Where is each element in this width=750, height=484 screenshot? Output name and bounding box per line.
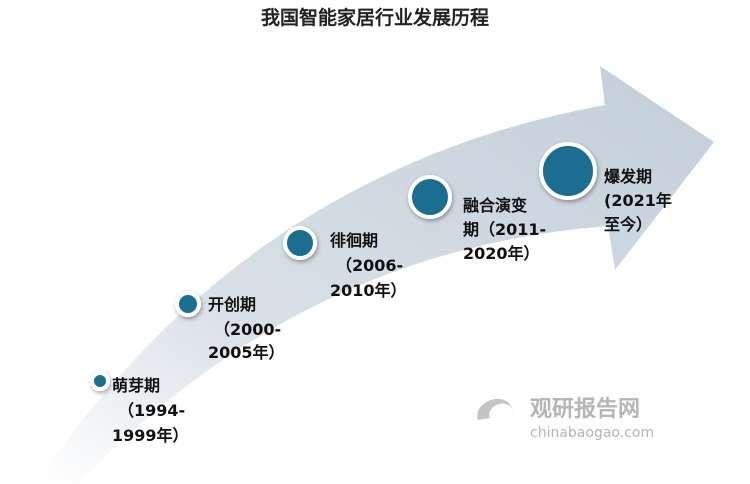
watermark-logo	[477, 398, 513, 420]
stages: 萌芽期 （1994- 1999年） 开创期 （2000- 2005年） 徘徊期 （2006- 2…	[90, 142, 672, 445]
stage-label: 1999年）	[112, 426, 189, 445]
watermark-name: 观研报告网	[530, 397, 640, 422]
stage-label: 2020年）	[463, 244, 540, 263]
stage-label: 融合演变	[463, 196, 527, 215]
stage-node	[175, 291, 201, 317]
stage-label: （2006-	[336, 256, 403, 275]
stage-label: 2005年）	[208, 343, 285, 362]
stage-label: 萌芽期	[112, 376, 160, 395]
watermark: 观研报告网 chinabaogao.com	[477, 397, 654, 441]
stage-label: 爆发期	[604, 167, 652, 186]
watermark-url: chinabaogao.com	[530, 425, 654, 441]
stage-label: 期（2011-	[463, 220, 546, 239]
stage-node	[90, 371, 110, 391]
stage-node	[539, 142, 597, 200]
stage-label: 至今）	[604, 215, 652, 234]
stage-label: 2010年）	[330, 281, 407, 300]
stage-node	[283, 226, 317, 260]
stage-label: （1994-	[118, 401, 185, 420]
stage-node	[408, 175, 452, 219]
stage-label: 徘徊期	[330, 231, 378, 250]
stage-label: 开创期	[208, 295, 256, 314]
stage-label: （2000-	[214, 320, 281, 339]
stage-label: (2021年	[604, 191, 672, 210]
title: 我国智能家居行业发展历程	[261, 6, 489, 29]
